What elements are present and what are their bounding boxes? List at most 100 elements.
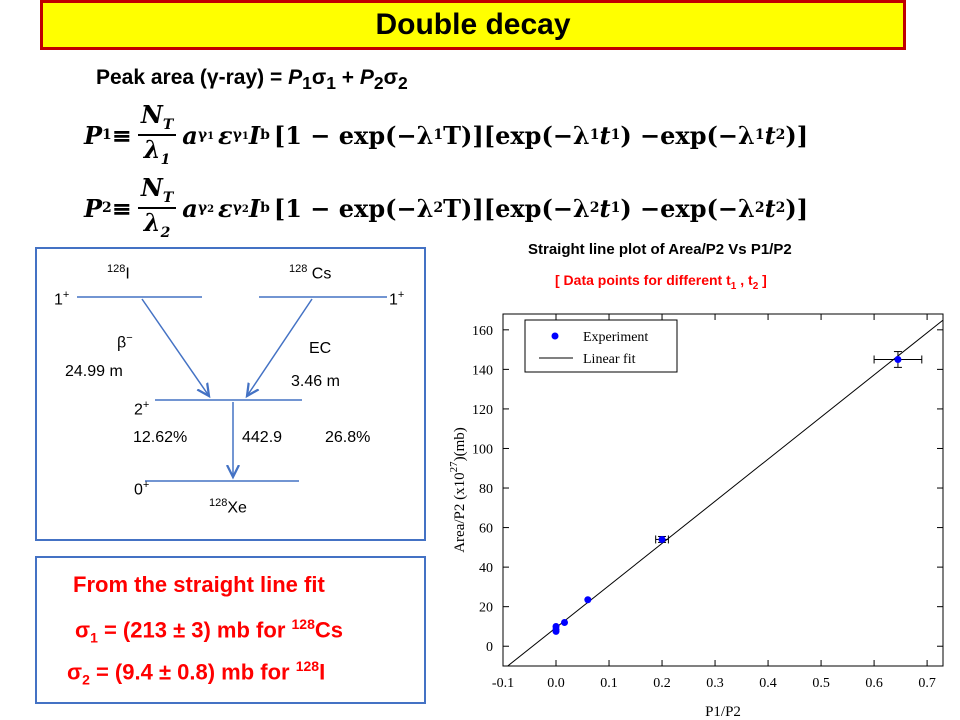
f1-eps: ε [218, 120, 233, 150]
decay-scheme-lines [77, 296, 387, 482]
cs128-label: 128 Cs [289, 263, 331, 283]
f2-eps-sub2: 2 [241, 204, 249, 215]
f1-num: N [140, 100, 163, 130]
x-axis-label: P1/P2 [705, 704, 741, 718]
x-tick-label: 0.7 [918, 676, 936, 691]
beta-decay-arrow [141, 298, 209, 396]
f1-b1-post: T)][exp(−λ [443, 120, 590, 150]
data-point [584, 596, 592, 604]
f1-eps-sub2: 1 [241, 131, 249, 142]
sigma2-sub: 2 [397, 73, 408, 94]
x-tick-label: 0.0 [547, 676, 565, 691]
f1-a: a [182, 120, 198, 150]
y-tick-label: 140 [472, 363, 493, 378]
mid-spin-parity: + [142, 399, 150, 411]
sigma2-symbol: σ [383, 66, 398, 89]
f2-b1-pre: [1 − exp(−λ [273, 193, 434, 223]
y-tick-label: 160 [472, 324, 493, 339]
f2-num: N [140, 173, 163, 203]
p1-sub: 1 [302, 73, 312, 94]
p2-sub: 2 [373, 73, 384, 94]
data-point [560, 618, 568, 626]
f1-equiv: ≡ [111, 120, 132, 150]
gamma-energy: 442.9 [242, 429, 283, 446]
f1-end: )] [785, 120, 809, 150]
subtitle-sub2: 2 [752, 280, 759, 292]
legend-box [524, 319, 678, 373]
y-axis-label-exponent: 27 [448, 461, 460, 473]
plot-frame [502, 313, 944, 667]
chart-title: Straight line plot of Area/P2 Vs P1/P2 [528, 241, 792, 258]
sigma1-symbol: σ [311, 66, 327, 89]
sigma1-result: σ1 = (213 ± 3) mb for 128Cs [75, 616, 343, 646]
legend-marker-experiment [551, 332, 559, 340]
subtitle-mid: , t [736, 272, 753, 288]
xe128-symbol: Xe [227, 499, 247, 517]
f1-eps-sub: γ [232, 127, 242, 143]
scatter-chart: -0.1 0.0 0.1 0.2 0.3 0.4 0.5 0.6 0.7 0 20 40 60 80 100… [448, 313, 944, 718]
x-tick-label: 0.1 [600, 676, 618, 691]
f1-b3-tsub: 2 [775, 127, 786, 143]
f2-b1-post: T)][exp(−λ [443, 193, 590, 223]
f2-fraction: NT λ2 [137, 173, 177, 241]
y-tick-label: 120 [472, 403, 493, 418]
cs128-spin-value: 1 [389, 291, 398, 309]
f1-b2-sub: 1 [589, 127, 600, 143]
y-tick-label: 20 [479, 601, 493, 616]
i128-spin-value: 1 [54, 291, 63, 309]
decay-scheme-panel: 128I 128 Cs 1+ 1+ β− 24.99 m EC 3.46 m 2… [35, 247, 426, 541]
cs128-spin: 1+ [389, 289, 404, 309]
f1-b1-sub: 1 [433, 127, 444, 143]
f1-b1-pre: [1 − exp(−λ [273, 120, 434, 150]
i128-symbol: I [125, 265, 130, 283]
beta-symbol: β [117, 334, 127, 352]
f2-den-sub: 2 [160, 224, 171, 241]
beta-label: β− [117, 332, 133, 352]
f2-ib: I [248, 193, 261, 223]
f2-b1-sub: 2 [433, 200, 444, 216]
ec-decay-arrow [247, 298, 313, 396]
xe128-mass: 128 [209, 497, 228, 509]
ground-spin-parity: + [142, 479, 150, 491]
beta-sign: − [126, 332, 133, 344]
i128-spin: 1+ [54, 289, 69, 309]
f2-b2-sub: 2 [589, 200, 600, 216]
f2-den: λ [143, 208, 161, 237]
p1-symbol: P [288, 66, 303, 89]
title-banner: Double decay [40, 0, 906, 50]
y-tick-label: 100 [472, 442, 493, 457]
y-axis-label-end: )(mb) [452, 427, 468, 461]
beta-halflife: 24.99 m [65, 363, 123, 380]
f2-b2-post: ) −exp(−λ [620, 193, 755, 223]
f2-a-sub: γ [197, 200, 208, 216]
xe128-2plus-spin: 2+ [134, 399, 149, 419]
mid-spin-value: 2 [134, 401, 143, 419]
x-tick-label: 0.4 [759, 676, 777, 691]
y-tick-label: 40 [479, 561, 493, 576]
results-heading: From the straight line fit [73, 572, 325, 597]
sigma1-sub: 1 [326, 73, 336, 94]
legend-label-experiment: Experiment [583, 330, 648, 345]
xe128-label: 128Xe [209, 497, 247, 517]
y-axis-label-main: Area/P2 (x10 [452, 472, 468, 552]
f1-b3-sub: 1 [754, 127, 765, 143]
f1-a-sub: γ [197, 127, 208, 143]
sigma1-res-text: = (213 ± 3) mb for [97, 617, 292, 643]
f2-ib-sub: b [260, 200, 270, 216]
f1-ib-sub: b [260, 127, 270, 143]
linear-fit-line [507, 319, 944, 667]
legend-label-fit: Linear fit [583, 352, 636, 367]
f2-a-sub2: 2 [207, 204, 215, 215]
x-tick-label: 0.6 [865, 676, 883, 691]
cs128-spin-parity: + [397, 289, 405, 301]
results-panel: From the straight line fit σ1 = (213 ± 3… [35, 556, 426, 704]
f1-b2-post: ) −exp(−λ [620, 120, 755, 150]
x-tick-label: 0.5 [812, 676, 830, 691]
cs128-mass: 128 [289, 263, 308, 275]
f1-den: λ [143, 135, 161, 164]
ec-label: EC [309, 340, 332, 357]
x-tick-label: 0.3 [706, 676, 724, 691]
p2-symbol: P [359, 66, 374, 89]
y-tick-label: 0 [486, 640, 493, 655]
